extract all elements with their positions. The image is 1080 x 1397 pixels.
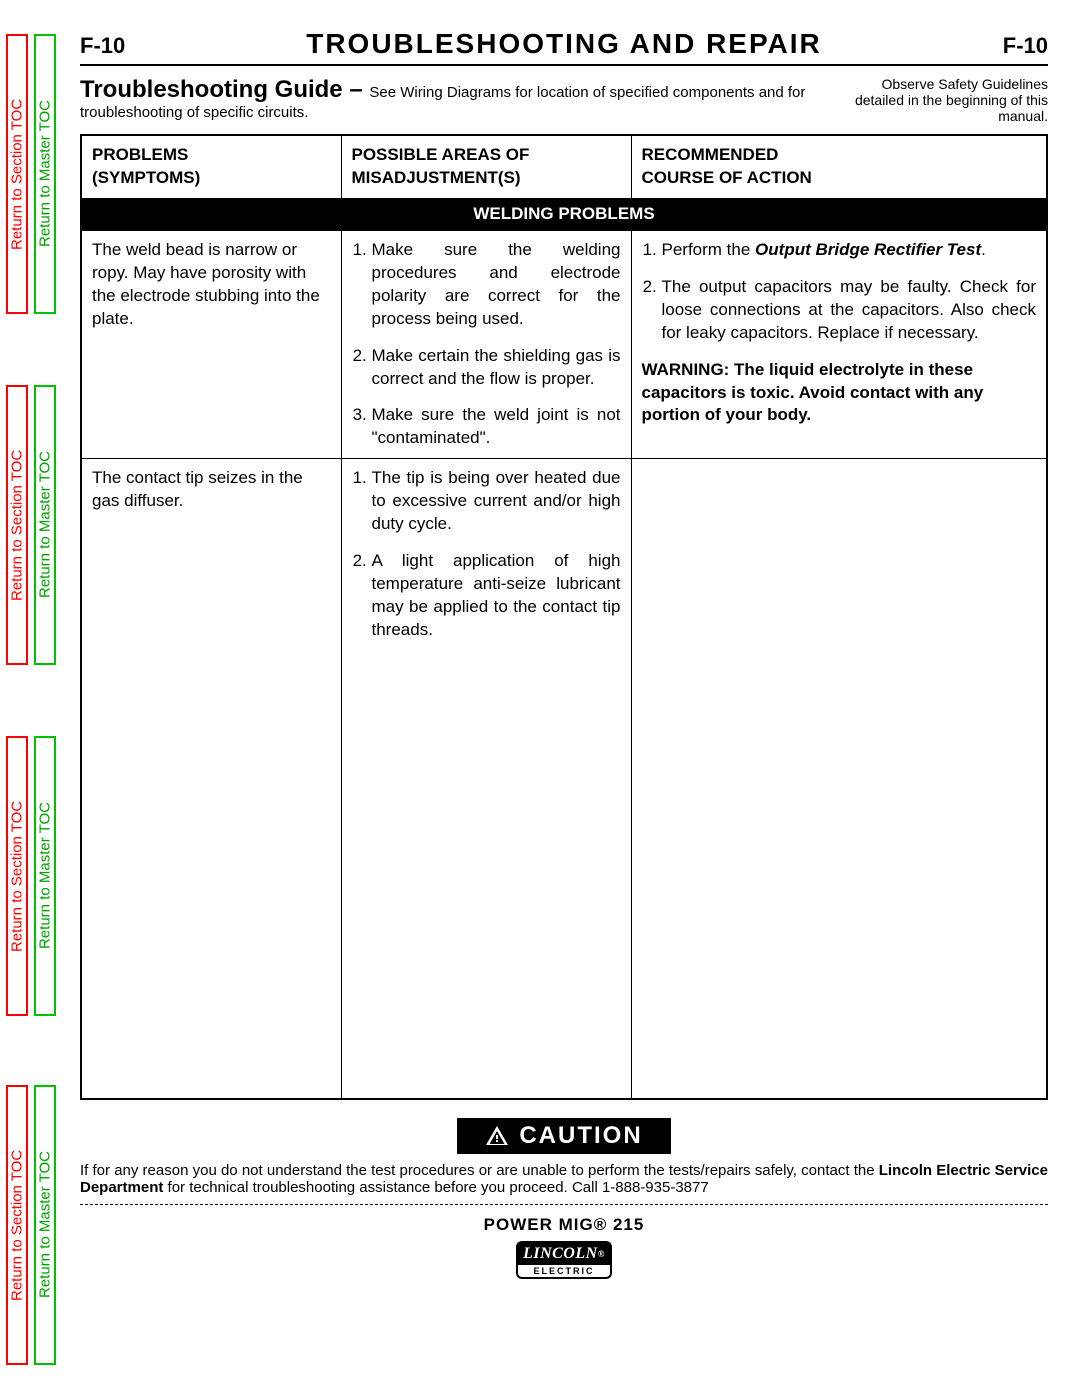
- caution-block: CAUTION: [80, 1118, 1048, 1154]
- action-cell: [631, 459, 1047, 1099]
- table-header-row: PROBLEMS (SYMPTOMS) POSSIBLE AREAS OF MI…: [81, 135, 1047, 198]
- return-section-toc-tab[interactable]: Return to Section TOC: [6, 34, 28, 314]
- page-header: F-10 TROUBLESHOOTING AND REPAIR F-10: [80, 28, 1048, 66]
- caution-label: CAUTION: [519, 1122, 642, 1150]
- caution-banner: CAUTION: [457, 1118, 670, 1154]
- return-master-toc-tab[interactable]: Return to Master TOC: [34, 385, 56, 665]
- table-row: The contact tip seizes in the gas diffus…: [81, 459, 1047, 1099]
- t: .: [981, 240, 986, 259]
- product-name: POWER MIG® 215: [80, 1215, 1048, 1235]
- fine-c: for technical troubleshooting assistance…: [163, 1179, 708, 1196]
- action-warning: WARNING: The liquid electrolyte in these…: [642, 360, 984, 425]
- h1a: PROBLEMS: [92, 145, 188, 164]
- mis-item: Make sure the weld joint is not "contami…: [372, 404, 621, 450]
- action-cell: Perform the Output Bridge Rectifier Test…: [631, 230, 1047, 459]
- return-master-toc-tab[interactable]: Return to Master TOC: [34, 736, 56, 1016]
- mis-item: A light application of high temperature …: [372, 550, 621, 642]
- intro-left: Troubleshooting Guide – See Wiring Diagr…: [80, 76, 806, 124]
- mis-item: Make sure the welding procedures and ele…: [372, 239, 621, 331]
- misadjust-cell: Make sure the welding procedures and ele…: [341, 230, 631, 459]
- h3b: COURSE OF ACTION: [642, 168, 812, 187]
- h1b: (SYMPTOMS): [92, 168, 200, 187]
- section-band-label: WELDING PROBLEMS: [81, 198, 1047, 230]
- troubleshooting-table: PROBLEMS (SYMPTOMS) POSSIBLE AREAS OF MI…: [80, 134, 1048, 1100]
- return-section-toc-tab[interactable]: Return to Section TOC: [6, 385, 28, 665]
- logo-top: LINCOLN®: [516, 1241, 612, 1265]
- lincoln-logo: LINCOLN® ELECTRIC: [516, 1241, 612, 1279]
- misadjust-cell: The tip is being over heated due to exce…: [341, 459, 631, 1099]
- action-test-name: Output Bridge Rectifier Test: [755, 240, 981, 259]
- mis-item: Make certain the shielding gas is correc…: [372, 345, 621, 391]
- logo-bottom: ELECTRIC: [516, 1265, 612, 1279]
- safety-line-a: Observe Safety Guidelines: [881, 76, 1048, 92]
- return-master-toc-tab[interactable]: Return to Master TOC: [34, 34, 56, 314]
- h2b: MISADJUSTMENT(S): [352, 168, 521, 187]
- problem-cell: The weld bead is narrow or ropy. May hav…: [81, 230, 341, 459]
- col-header-misadjust: POSSIBLE AREAS OF MISADJUSTMENT(S): [341, 135, 631, 198]
- page-title: TROUBLESHOOTING AND REPAIR: [306, 28, 822, 60]
- col-header-problems: PROBLEMS (SYMPTOMS): [81, 135, 341, 198]
- content-area: F-10 TROUBLESHOOTING AND REPAIR F-10 Tro…: [80, 28, 1048, 1279]
- guide-title: Troubleshooting Guide –: [80, 76, 369, 103]
- footer: POWER MIG® 215 LINCOLN® ELECTRIC: [80, 1215, 1048, 1279]
- section-band: WELDING PROBLEMS: [81, 198, 1047, 230]
- h3a: RECOMMENDED: [642, 145, 779, 164]
- fine-print: If for any reason you do not understand …: [80, 1162, 1048, 1205]
- safety-line-b: detailed in the beginning of this manual…: [855, 92, 1048, 124]
- h2a: POSSIBLE AREAS OF: [352, 145, 530, 164]
- page-number-left: F-10: [80, 33, 125, 59]
- page-number-right: F-10: [1003, 33, 1048, 59]
- page: Return to Section TOC Return to Master T…: [0, 0, 1080, 1397]
- col-header-action: RECOMMENDED COURSE OF ACTION: [631, 135, 1047, 198]
- action-item: Perform the Output Bridge Rectifier Test…: [662, 239, 1037, 262]
- problem-cell: The contact tip seizes in the gas diffus…: [81, 459, 341, 1099]
- return-master-toc-tab[interactable]: Return to Master TOC: [34, 1085, 56, 1365]
- fine-a: If for any reason you do not understand …: [80, 1162, 879, 1179]
- safety-note: Observe Safety Guidelines detailed in th…: [806, 76, 1048, 124]
- return-section-toc-tab[interactable]: Return to Section TOC: [6, 736, 28, 1016]
- logo-word: LINCOLN: [523, 1245, 598, 1262]
- action-item: The output capacitors may be faulty. Che…: [662, 276, 1037, 345]
- mis-item: The tip is being over heated due to exce…: [372, 467, 621, 536]
- intro-row: Troubleshooting Guide – See Wiring Diagr…: [80, 76, 1048, 124]
- warning-icon: [485, 1124, 509, 1148]
- return-section-toc-tab[interactable]: Return to Section TOC: [6, 1085, 28, 1365]
- table-row: The weld bead is narrow or ropy. May hav…: [81, 230, 1047, 459]
- logo-reg: ®: [598, 1249, 605, 1259]
- t: Perform the: [662, 240, 756, 259]
